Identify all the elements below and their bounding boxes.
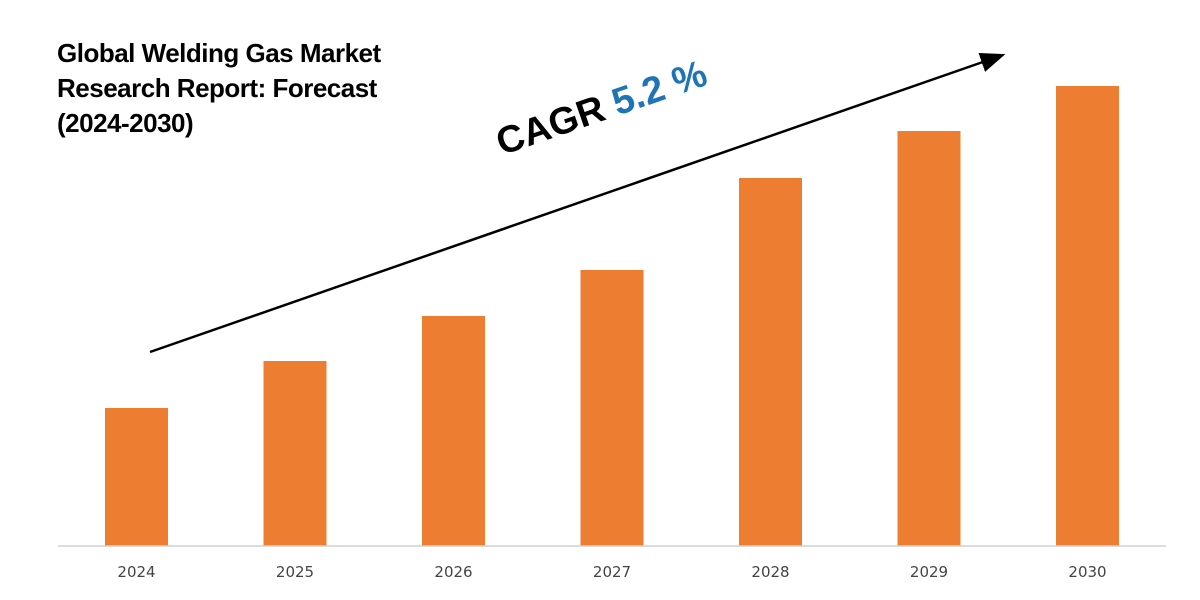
- bar-2026: [422, 316, 485, 546]
- title-line: Global Welding Gas Market: [57, 38, 381, 68]
- x-tick-label: 2025: [276, 563, 314, 581]
- bar-2024: [105, 408, 168, 546]
- bar-2025: [263, 361, 327, 546]
- bar-2029: [897, 131, 961, 546]
- x-tick-label: 2027: [593, 563, 631, 581]
- title-line: (2024-2030): [57, 108, 194, 138]
- trend-arrow: [149, 52, 1006, 354]
- x-tick-label: 2030: [1068, 563, 1106, 581]
- bar-2027: [580, 270, 644, 546]
- x-tick-label: 2026: [434, 563, 472, 581]
- chart-title: Global Welding Gas Market Research Repor…: [57, 36, 457, 141]
- x-tick-label: 2024: [117, 563, 155, 581]
- title-line: Research Report: Forecast: [57, 73, 377, 103]
- bar-2028: [739, 178, 802, 546]
- bar-2030: [1056, 86, 1119, 546]
- x-tick-label: 2029: [910, 563, 948, 581]
- x-tick-label: 2028: [751, 563, 789, 581]
